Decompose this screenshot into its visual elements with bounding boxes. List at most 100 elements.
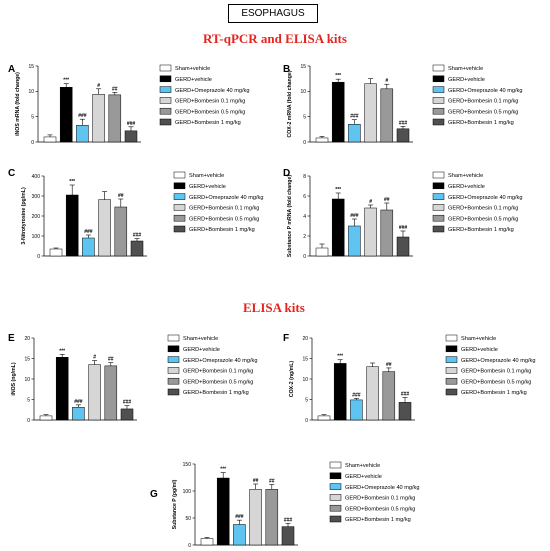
y-tick-label: 50 xyxy=(185,516,191,522)
legend-swatch xyxy=(432,182,445,190)
legend-label: GERD+Bombesin 0.1 mg/kg xyxy=(448,206,518,212)
significance-label: ## xyxy=(118,193,124,199)
y-axis-label: 3-Nitrotyrosine (pg/mL) xyxy=(21,187,27,245)
legend-swatch xyxy=(445,345,458,353)
bar-4 xyxy=(366,366,379,421)
bar-5 xyxy=(380,209,394,257)
legend-label: GERD+vehicle xyxy=(448,184,485,190)
legend-swatch xyxy=(159,64,172,72)
significance-label: ### xyxy=(235,514,244,520)
legend-swatch xyxy=(167,367,180,374)
legend-swatch xyxy=(445,356,458,363)
panel-letter: B xyxy=(283,64,290,75)
legend-swatch xyxy=(173,193,186,200)
legend-label: GERD+Bombesin 0.5 mg/kg xyxy=(461,379,531,385)
legend-label: GERD+Bombesin 0.1 mg/kg xyxy=(448,99,518,105)
legend-label: GERD+vehicle xyxy=(175,77,212,83)
y-tick-label: 15 xyxy=(302,356,308,362)
significance-label: ## xyxy=(386,362,392,368)
legend-swatch xyxy=(432,97,445,104)
legend-swatch xyxy=(173,182,186,190)
legend-swatch xyxy=(432,171,445,179)
legend-label: GERD+Omeprazole 40 mg/kg xyxy=(189,195,263,201)
significance-label: *** xyxy=(59,348,65,354)
legend-label: GERD+vehicle xyxy=(183,347,220,353)
y-tick-label: 150 xyxy=(183,462,192,468)
legend-label: GERD+Bombesin 0.5 mg/kg xyxy=(345,506,415,512)
legend-swatch xyxy=(432,107,445,115)
bar-6 xyxy=(396,236,410,257)
legend-swatch xyxy=(173,225,186,233)
y-tick-label: 0 xyxy=(31,140,34,146)
legend-label: GERD+Bombesin 0.1 mg/kg xyxy=(183,369,253,375)
bar-4 xyxy=(92,94,105,143)
legend-label: GERD+Omeprazole 40 mg/kg xyxy=(183,358,257,364)
panel-c: C 0 100 200 300 400 3-Nitrotyrosine (pg/mL) ***… xyxy=(8,168,263,260)
bar-1 xyxy=(43,136,57,143)
y-tick-label: 0 xyxy=(37,254,40,260)
bar-5 xyxy=(382,371,396,421)
significance-label: ### xyxy=(399,120,408,126)
y-tick-label: 15 xyxy=(28,64,34,70)
y-axis-label: iNOS (ng/mL) xyxy=(11,362,17,395)
bar-3 xyxy=(348,124,361,143)
y-tick-label: 4 xyxy=(303,214,306,220)
significance-label: ### xyxy=(127,121,136,127)
legend-label: GERD+Omeprazole 40 mg/kg xyxy=(345,485,419,491)
bar-4 xyxy=(98,199,111,257)
y-tick-label: 20 xyxy=(302,336,308,342)
legend-label: GERD+Bombesin 0.1 mg/kg xyxy=(175,99,245,105)
bar-1 xyxy=(315,137,329,143)
significance-label: ### xyxy=(284,517,293,523)
elisa-section-title: ELISA kits xyxy=(243,300,305,315)
y-tick-label: 100 xyxy=(32,234,41,240)
significance-label: ## xyxy=(269,479,275,485)
bar-3 xyxy=(76,125,89,143)
bar-4 xyxy=(88,364,101,421)
legend-label: GERD+vehicle xyxy=(345,474,382,480)
significance-label: ### xyxy=(78,113,87,119)
y-tick-label: 0 xyxy=(188,543,191,549)
legend-swatch xyxy=(173,214,186,222)
bar-5 xyxy=(265,489,279,546)
legend-label: GERD+Bombesin 0.5 mg/kg xyxy=(175,109,245,115)
legend-swatch xyxy=(432,118,445,126)
panel-letter: F xyxy=(283,333,289,344)
legend-swatch xyxy=(159,107,172,115)
bar-4 xyxy=(364,83,377,143)
y-tick-label: 15 xyxy=(24,356,30,362)
y-tick-label: 10 xyxy=(300,89,306,95)
y-axis-label: Substance P mRNA (fold change) xyxy=(287,175,293,257)
y-tick-label: 10 xyxy=(24,377,30,383)
figure-title: ESOPHAGUS xyxy=(228,4,318,23)
panel-letter: A xyxy=(8,64,15,75)
bar-2 xyxy=(65,194,79,257)
y-tick-label: 0 xyxy=(303,140,306,146)
significance-label: ### xyxy=(74,399,83,405)
significance-label: ### xyxy=(401,391,410,397)
legend-swatch xyxy=(167,334,180,342)
panel-letter: E xyxy=(8,333,15,344)
bar-6 xyxy=(120,408,134,421)
legend-swatch xyxy=(159,86,172,93)
legend-swatch xyxy=(167,356,180,363)
legend-label: GERD+Bombesin 1 mg/kg xyxy=(461,390,527,396)
y-tick-label: 15 xyxy=(300,64,306,70)
legend-swatch xyxy=(329,504,342,512)
y-tick-label: 10 xyxy=(302,377,308,383)
y-tick-label: 5 xyxy=(31,114,34,120)
legend-swatch xyxy=(167,377,180,385)
legend-label: Sham+vehicle xyxy=(448,173,483,179)
significance-label: ## xyxy=(108,357,114,363)
legend-label: GERD+Bombesin 1 mg/kg xyxy=(183,390,249,396)
y-tick-label: 300 xyxy=(32,194,41,200)
y-tick-label: 20 xyxy=(24,336,30,342)
y-tick-label: 0 xyxy=(303,254,306,260)
legend-swatch xyxy=(167,345,180,353)
y-tick-label: 5 xyxy=(305,397,308,403)
legend-swatch xyxy=(167,388,180,396)
legend-swatch xyxy=(432,204,445,211)
bar-3 xyxy=(348,225,361,257)
